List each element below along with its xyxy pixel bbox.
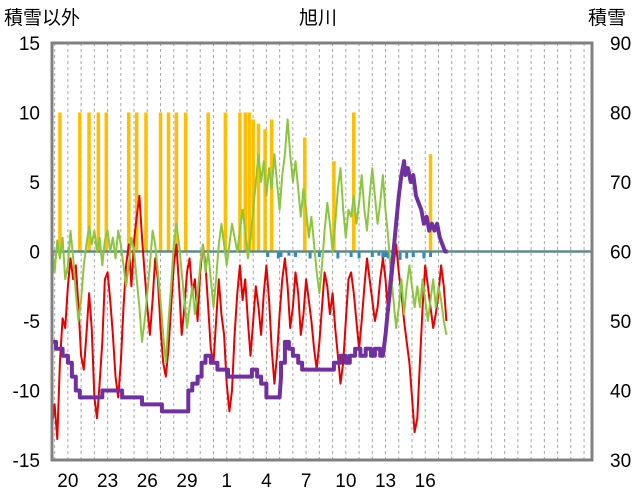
left-tick-label: 15: [19, 34, 40, 55]
x-tick-label: 16: [415, 471, 436, 492]
right-tick-label: 90: [610, 34, 631, 55]
melt-bar: [377, 251, 381, 256]
melt-bar: [381, 251, 385, 259]
snowfall-bar: [158, 112, 163, 252]
melt-bar: [276, 251, 280, 259]
left-tick-label: -15: [13, 451, 40, 472]
left-tick-label: -10: [13, 382, 40, 403]
snowfall-bar: [166, 112, 171, 252]
chart-title: 旭川: [299, 7, 337, 29]
melt-bar: [279, 251, 283, 258]
melt-bar: [429, 251, 433, 258]
wind-line: [51, 118, 448, 364]
snowfall-bar: [243, 112, 247, 252]
snowfall-bar: [58, 112, 62, 252]
melt-bar: [349, 251, 353, 258]
snowfall-bar: [238, 112, 242, 252]
melt-bar: [370, 251, 374, 258]
right-tick-label: 80: [610, 104, 631, 125]
snowfall-bar: [247, 112, 251, 252]
snowfall-bar: [78, 112, 82, 252]
left-tick-label: 5: [29, 173, 40, 194]
x-tick-label: 29: [176, 471, 197, 492]
snowfall-bar: [104, 112, 109, 252]
snowfall-bar: [428, 154, 433, 252]
melt-bar: [336, 251, 340, 259]
snowfall-bar: [256, 123, 261, 252]
snowfall-bar: [87, 112, 91, 252]
right-tick-label: 50: [610, 312, 631, 333]
melt-bar: [317, 251, 321, 258]
x-axis-ticks: 20 23 26 29 1 4 7 10 13 16: [57, 471, 435, 492]
melt-bar: [287, 251, 291, 256]
snow_depth-line: [52, 159, 448, 414]
left-tick-label: 10: [19, 104, 40, 125]
snowfall-bar: [223, 112, 228, 252]
left-axis-label: 積雪以外: [4, 7, 80, 29]
snowfall-bar: [96, 112, 101, 252]
right-tick-label: 70: [610, 173, 631, 194]
melt-bar: [294, 251, 298, 258]
x-tick-label: 7: [301, 471, 312, 492]
snowfall-bar: [183, 112, 188, 252]
x-tick-label: 20: [57, 471, 78, 492]
right-tick-label: 30: [610, 451, 631, 472]
melt-bar: [411, 251, 415, 258]
snowfall-bar: [174, 112, 179, 252]
plot-frame: [50, 41, 594, 462]
melt-bar: [308, 251, 312, 259]
snowfall-bar: [332, 161, 336, 252]
snowfall-bar: [134, 112, 139, 252]
right-tick-label: 40: [610, 382, 631, 403]
left-tick-label: 0: [29, 243, 40, 264]
left-tick-label: -5: [23, 312, 40, 333]
x-tick-label: 13: [375, 471, 396, 492]
snowfall-bar: [144, 112, 148, 252]
snowfall-bar: [251, 119, 255, 252]
x-tick-label: 26: [137, 471, 158, 492]
melt-bar: [384, 251, 388, 258]
x-tick-label: 23: [97, 471, 118, 492]
melt-bar: [266, 251, 270, 258]
x-tick-label: 1: [221, 471, 232, 492]
melt-bar: [422, 251, 426, 259]
right-axis-label: 積雪: [588, 7, 626, 29]
x-tick-label: 10: [335, 471, 356, 492]
melt-bar: [405, 251, 409, 259]
line-series: [51, 118, 448, 441]
melt-bar: [398, 251, 402, 260]
right-axis-ticks: 90 80 70 60 50 40 30: [610, 34, 631, 472]
melt-bar: [386, 251, 390, 259]
left-axis-ticks: 15 10 5 0 -5 -10 -15: [13, 34, 40, 472]
x-tick-label: 4: [261, 471, 272, 492]
snowfall-bar: [352, 112, 356, 252]
temperature-line: [51, 194, 448, 441]
melt-bar: [357, 251, 361, 259]
snowfall-bar: [206, 112, 210, 252]
snowfall-bar: [127, 112, 131, 252]
right-tick-label: 60: [610, 243, 631, 264]
